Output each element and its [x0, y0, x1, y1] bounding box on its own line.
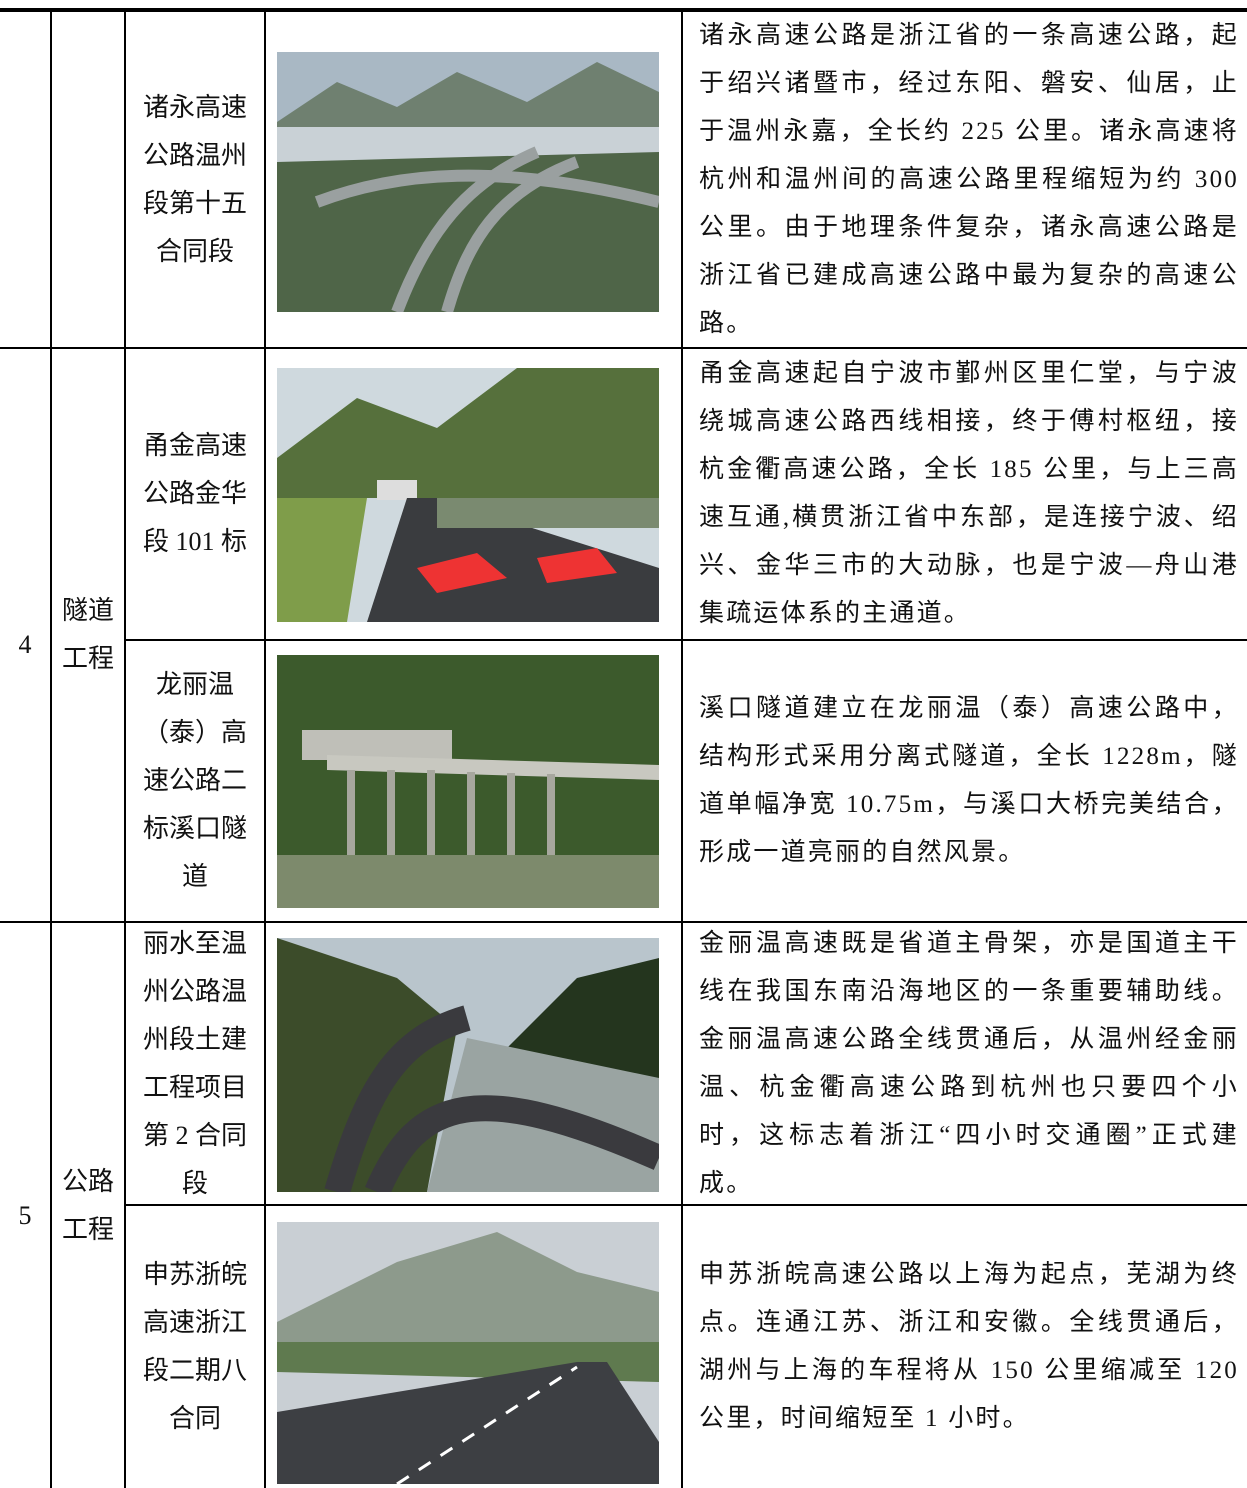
project-name: 诸永高速公路温州段第十五合同段 — [142, 92, 247, 266]
photo — [277, 52, 659, 312]
photo — [277, 655, 659, 908]
item-number: 4 — [18, 630, 32, 659]
work-category: 隧道工程 — [61, 596, 114, 673]
photo-river-bridge — [277, 938, 659, 1192]
item-number: 5 — [18, 1200, 32, 1230]
photo-expressway — [277, 1222, 659, 1484]
project-name: 申苏浙皖高速浙江段二期八合同 — [142, 1260, 247, 1433]
project-description: 溪口隧道建立在龙丽温（泰）高速公路中，结构形式采用分离式隧道，全长 1228m，… — [699, 695, 1239, 866]
column-rule — [681, 10, 683, 1488]
photo-interchange — [277, 52, 659, 312]
project-description: 金丽温高速既是省道主骨架，亦是国道主干线在我国东南沿海地区的一条重要辅助线。金丽… — [699, 929, 1239, 1197]
project-description: 甬金高速起自宁波市鄞州区里仁堂，与宁波绕城高速公路西线相接，终于傅村枢纽，接杭金… — [699, 360, 1239, 627]
top-rule — [0, 8, 1247, 12]
project-name: 龙丽温（泰）高速公路二标溪口隧道 — [142, 670, 247, 891]
work-category: 公路工程 — [61, 1166, 114, 1244]
project-name: 丽水至温州公路温州段土建工程项目第 2 合同段 — [142, 928, 247, 1198]
row-rule — [124, 639, 1247, 641]
project-description: 申苏浙皖高速公路以上海为起点，芜湖为终点。连通江苏、浙江和安徽。全线贯通后，湖州… — [699, 1261, 1239, 1432]
photo — [277, 938, 659, 1192]
row-rule — [0, 921, 1247, 923]
project-description: 诸永高速公路是浙江省的一条高速公路，起于绍兴诸暨市，经过东阳、磐安、仙居，止于温… — [699, 21, 1239, 337]
row-rule — [0, 347, 1247, 349]
column-rule — [50, 10, 52, 1488]
photo-tunnel-road — [277, 368, 659, 622]
photo — [277, 368, 659, 622]
photo-viaduct — [277, 655, 659, 908]
column-rule — [124, 10, 126, 1488]
column-rule — [264, 10, 266, 1488]
row-rule — [124, 1204, 1247, 1206]
project-name: 甬金高速公路金华段 101 标 — [142, 431, 247, 556]
photo — [277, 1222, 659, 1484]
